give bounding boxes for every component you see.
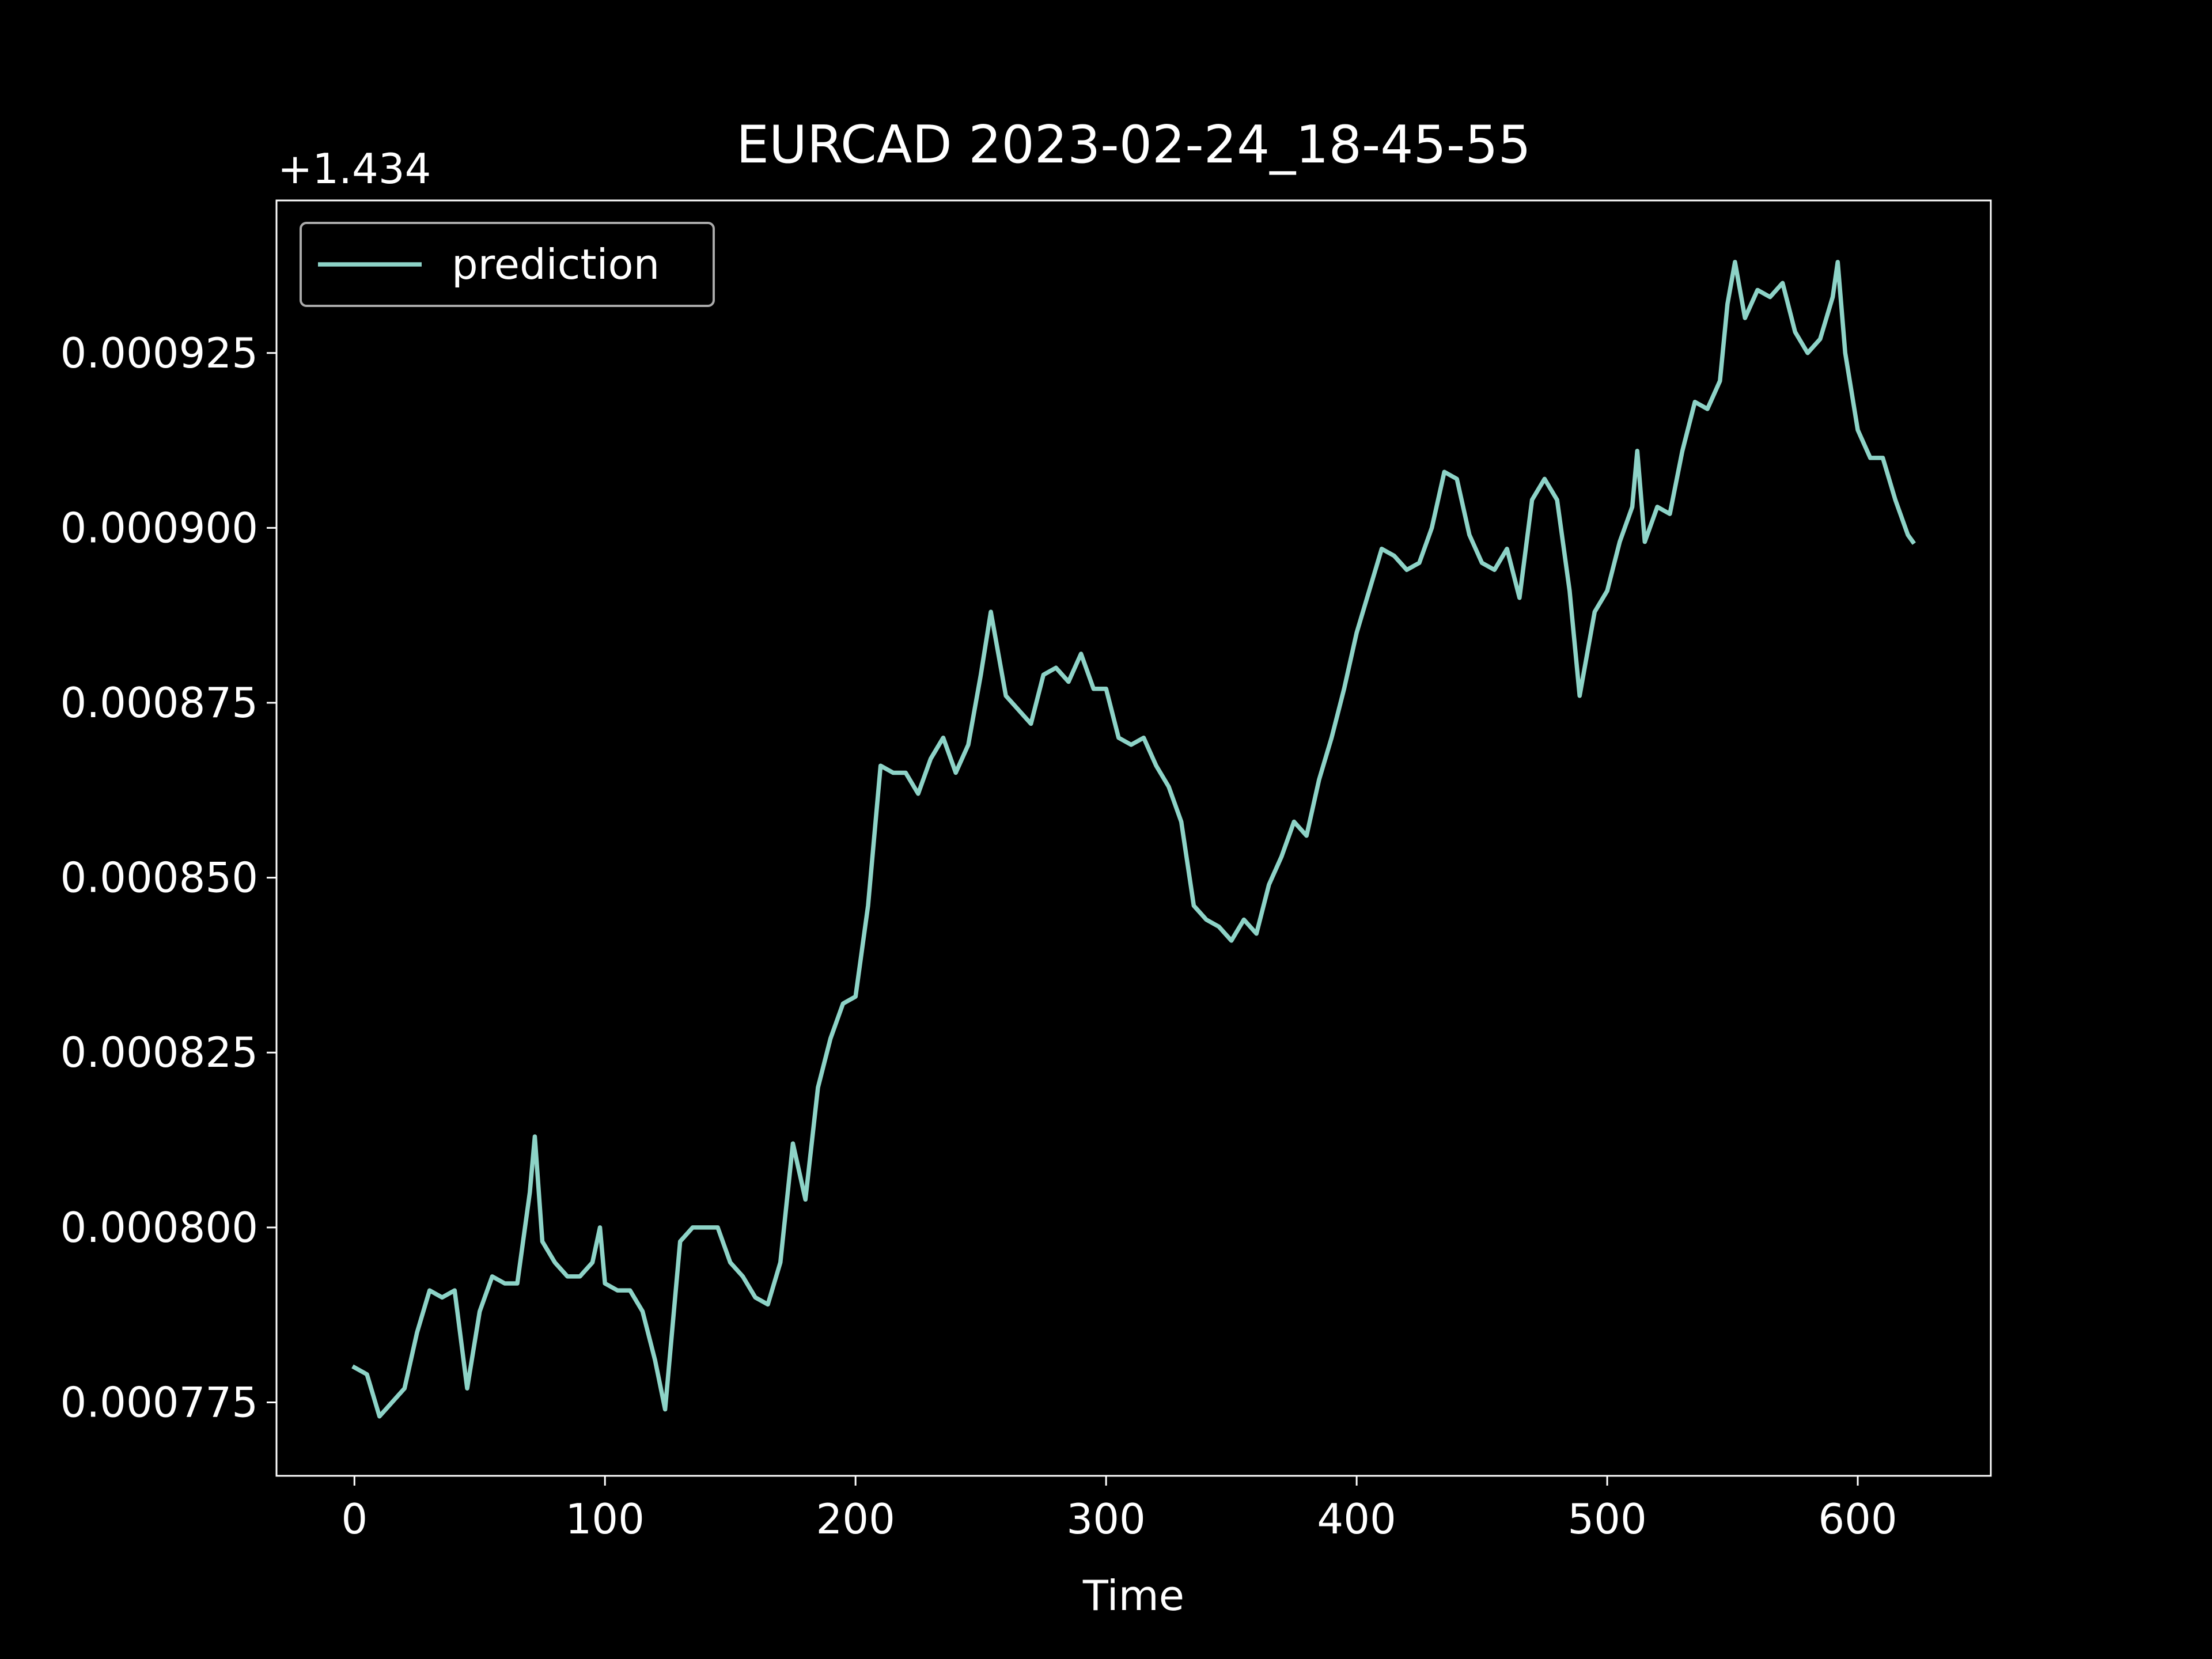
x-tick-label: 400 — [1317, 1495, 1396, 1543]
x-tick-label: 300 — [1066, 1495, 1145, 1543]
y-tick-label: 0.000800 — [60, 1203, 258, 1252]
y-tick-label: 0.000850 — [60, 854, 258, 902]
x-tick-label: 600 — [1818, 1495, 1897, 1543]
x-axis-label: Time — [1082, 1571, 1184, 1620]
y-tick-label: 0.000925 — [60, 329, 258, 377]
y-tick-label: 0.000825 — [60, 1028, 258, 1077]
axes-frame — [275, 199, 1992, 1477]
x-tick-label: 200 — [816, 1495, 895, 1543]
y-tick-label: 0.000875 — [60, 679, 258, 727]
y-tick-label: 0.000900 — [60, 503, 258, 552]
y-tick-label: 0.000775 — [60, 1378, 258, 1426]
x-tick-label: 100 — [566, 1495, 645, 1543]
legend: prediction — [300, 222, 715, 307]
x-tick-label: 500 — [1567, 1495, 1646, 1543]
chart-title: EURCAD 2023-02-24_18-45-55 — [736, 115, 1531, 175]
offset-text: +1.434 — [278, 145, 431, 193]
data-line — [351, 260, 1916, 1419]
x-tick-label: 0 — [341, 1495, 368, 1543]
legend-box — [300, 222, 715, 307]
legend-label: prediction — [452, 240, 660, 289]
